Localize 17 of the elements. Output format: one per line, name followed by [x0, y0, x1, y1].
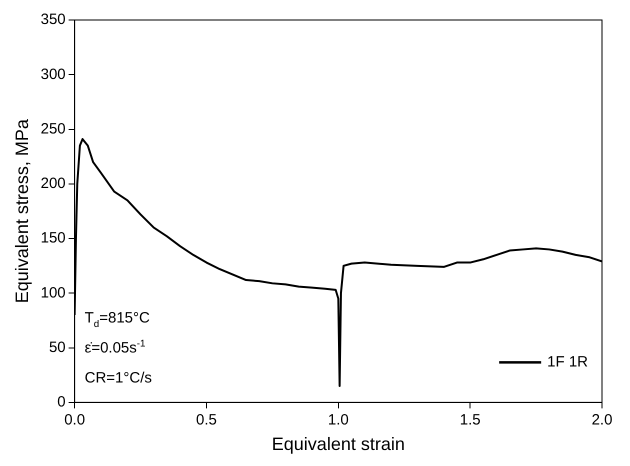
annotation: CR=1°C/s — [84, 369, 152, 386]
x-tick-label: 1.0 — [328, 412, 349, 429]
legend-label: 1F 1R — [547, 354, 588, 371]
x-axis-title: Equivalent strain — [272, 434, 405, 454]
y-axis-title: Equivalent stress, MPa — [12, 118, 32, 304]
y-tick-label: 100 — [40, 284, 66, 302]
y-tick-label: 50 — [48, 338, 66, 356]
y-tick-label: 300 — [40, 66, 66, 83]
x-tick-label: 1.5 — [460, 412, 481, 429]
x-tick-label: 0.5 — [196, 412, 217, 429]
y-tick-label: 150 — [40, 230, 66, 247]
y-tick-label: 350 — [40, 11, 66, 28]
y-tick-label: 200 — [40, 175, 66, 192]
y-tick-label: 250 — [40, 120, 66, 138]
y-tick-label: 0 — [57, 394, 66, 411]
x-tick-label: 0.0 — [64, 412, 86, 429]
x-tick-label: 2.0 — [592, 412, 612, 429]
